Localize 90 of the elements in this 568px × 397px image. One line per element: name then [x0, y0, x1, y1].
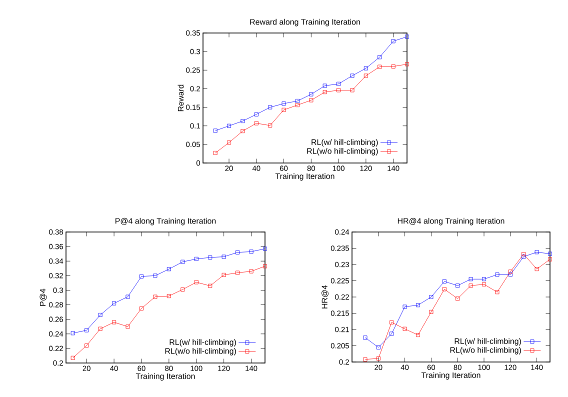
point	[522, 254, 526, 259]
point	[322, 90, 327, 94]
point	[84, 344, 89, 348]
point	[378, 55, 382, 60]
point	[222, 254, 226, 259]
point	[391, 64, 396, 68]
point	[405, 34, 410, 39]
point	[282, 108, 286, 112]
point	[376, 345, 380, 350]
point	[402, 304, 407, 309]
point	[227, 124, 232, 128]
point	[350, 74, 354, 78]
point	[495, 290, 500, 294]
point	[112, 301, 116, 306]
point	[429, 310, 434, 314]
point	[249, 250, 254, 254]
point	[126, 324, 130, 329]
point	[456, 284, 460, 288]
point	[282, 102, 286, 106]
point	[548, 257, 552, 262]
point	[322, 84, 327, 88]
point	[139, 306, 144, 310]
point	[363, 336, 368, 340]
point	[405, 62, 410, 66]
point	[194, 256, 198, 261]
point	[153, 274, 158, 278]
point	[390, 332, 394, 336]
point	[227, 140, 232, 145]
point	[194, 280, 198, 284]
point	[456, 296, 460, 301]
point	[376, 356, 380, 360]
point	[336, 88, 341, 92]
point	[240, 129, 245, 134]
point	[112, 320, 116, 324]
point	[295, 98, 300, 103]
point	[240, 119, 245, 124]
point	[534, 267, 539, 272]
point	[495, 272, 500, 277]
point	[180, 287, 185, 292]
point	[378, 64, 382, 69]
point	[98, 326, 102, 331]
point	[364, 74, 368, 78]
point	[222, 272, 226, 277]
point	[263, 264, 268, 268]
point	[482, 277, 486, 282]
point	[363, 357, 368, 362]
point	[508, 270, 512, 274]
point	[442, 279, 446, 284]
point	[180, 260, 185, 264]
point	[390, 320, 394, 324]
point	[166, 294, 171, 298]
point	[268, 123, 272, 128]
point	[153, 294, 158, 299]
point	[213, 150, 218, 155]
point	[208, 255, 212, 260]
point	[429, 295, 434, 299]
point	[98, 312, 102, 317]
point	[249, 269, 254, 274]
point	[402, 326, 407, 331]
point	[70, 356, 75, 360]
point	[364, 66, 368, 70]
point	[350, 88, 354, 92]
point	[416, 303, 420, 308]
point	[534, 250, 539, 254]
point	[84, 328, 89, 332]
point	[336, 82, 341, 86]
point	[70, 331, 75, 336]
point	[548, 252, 552, 256]
point	[468, 284, 473, 288]
point	[295, 103, 300, 108]
point	[508, 272, 512, 277]
point	[139, 274, 144, 278]
point	[236, 250, 240, 254]
point	[442, 287, 446, 292]
point	[126, 294, 130, 299]
point	[468, 277, 473, 282]
point	[309, 92, 314, 96]
point	[208, 284, 212, 288]
point	[213, 128, 218, 133]
point	[263, 246, 268, 251]
point	[166, 267, 171, 272]
point	[254, 121, 258, 126]
point	[236, 270, 240, 275]
point	[268, 105, 272, 110]
point	[522, 252, 526, 256]
point	[254, 112, 258, 116]
point	[482, 282, 486, 286]
point	[416, 333, 420, 338]
point	[391, 39, 396, 44]
point	[309, 98, 314, 102]
